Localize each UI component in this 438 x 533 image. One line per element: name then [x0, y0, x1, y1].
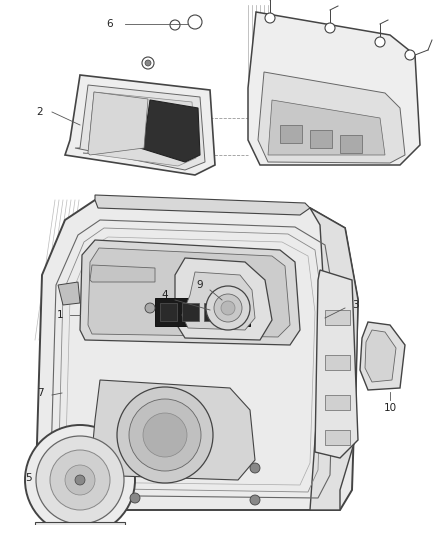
- Polygon shape: [140, 100, 200, 162]
- Circle shape: [117, 387, 213, 483]
- Text: 7: 7: [37, 388, 43, 398]
- Polygon shape: [310, 208, 358, 510]
- Circle shape: [188, 15, 202, 29]
- Polygon shape: [248, 12, 420, 165]
- Circle shape: [142, 57, 154, 69]
- Circle shape: [325, 23, 335, 33]
- Polygon shape: [95, 195, 310, 215]
- Text: 6: 6: [107, 19, 113, 29]
- Polygon shape: [75, 85, 205, 170]
- Circle shape: [145, 303, 155, 313]
- Polygon shape: [360, 322, 405, 390]
- Bar: [35, 522, 125, 533]
- Circle shape: [405, 50, 415, 60]
- Bar: [204, 303, 221, 321]
- Circle shape: [25, 425, 135, 533]
- Text: 2: 2: [37, 107, 43, 117]
- Bar: [325, 310, 350, 325]
- Text: 5: 5: [25, 473, 31, 483]
- Bar: [280, 125, 302, 143]
- Bar: [20, 525, 140, 533]
- Circle shape: [250, 463, 260, 473]
- Circle shape: [36, 436, 124, 524]
- Circle shape: [129, 399, 201, 471]
- Polygon shape: [175, 258, 272, 340]
- Polygon shape: [268, 100, 385, 155]
- Bar: [160, 303, 177, 321]
- Text: 10: 10: [383, 403, 396, 413]
- Circle shape: [170, 20, 180, 30]
- Polygon shape: [90, 265, 155, 282]
- Circle shape: [214, 294, 242, 322]
- Text: 4: 4: [162, 290, 168, 300]
- Bar: [155, 298, 250, 326]
- Polygon shape: [88, 92, 148, 155]
- Circle shape: [50, 450, 110, 510]
- Bar: [226, 303, 243, 321]
- Polygon shape: [35, 200, 358, 510]
- Polygon shape: [90, 380, 255, 480]
- Bar: [325, 355, 350, 370]
- Polygon shape: [315, 270, 358, 458]
- Polygon shape: [65, 75, 215, 175]
- Polygon shape: [88, 248, 290, 337]
- Circle shape: [221, 301, 235, 315]
- Polygon shape: [58, 282, 80, 305]
- Circle shape: [145, 60, 151, 66]
- Circle shape: [265, 13, 275, 23]
- Circle shape: [206, 286, 250, 330]
- Circle shape: [65, 465, 95, 495]
- Circle shape: [375, 37, 385, 47]
- Bar: [325, 430, 350, 445]
- Text: 3: 3: [352, 300, 358, 310]
- Text: 9: 9: [197, 280, 203, 290]
- Bar: [340, 135, 362, 153]
- Bar: [325, 395, 350, 410]
- Text: 1: 1: [57, 310, 64, 320]
- Polygon shape: [83, 92, 196, 166]
- Polygon shape: [258, 72, 405, 163]
- Circle shape: [130, 493, 140, 503]
- Bar: [182, 303, 199, 321]
- Circle shape: [250, 495, 260, 505]
- Polygon shape: [365, 330, 396, 382]
- Circle shape: [75, 475, 85, 485]
- Bar: [310, 130, 332, 148]
- Circle shape: [143, 413, 187, 457]
- Polygon shape: [80, 240, 300, 345]
- Polygon shape: [182, 272, 255, 330]
